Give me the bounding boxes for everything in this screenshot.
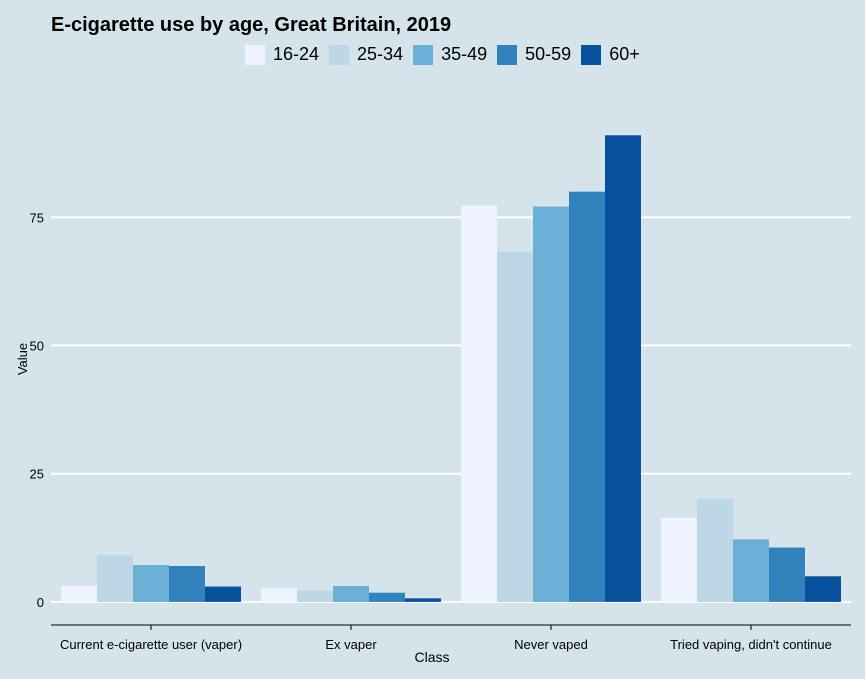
bar (205, 586, 241, 602)
bar (333, 586, 369, 602)
legend-label: 16-24 (273, 44, 320, 64)
bar (297, 590, 333, 602)
bar (97, 555, 133, 602)
bar (261, 588, 297, 602)
x-tick-label: Tried vaping, didn't continue (670, 637, 832, 652)
bar (569, 191, 605, 602)
y-tick-label: 75 (30, 210, 44, 225)
x-tick-label: Current e-cigarette user (vaper) (60, 637, 242, 652)
legend-item: 60+ (581, 44, 640, 65)
bar (697, 498, 733, 602)
legend-item: 50-59 (497, 44, 571, 65)
bar (805, 576, 841, 602)
legend-label: 25-34 (357, 44, 404, 64)
legend: 16-24 25-34 35-49 50-59 60+ (245, 44, 650, 65)
bar (605, 135, 641, 602)
legend-item: 25-34 (329, 44, 403, 65)
legend-swatch (245, 44, 265, 65)
chart-title: E-cigarette use by age, Great Britain, 2… (51, 14, 452, 36)
bar (369, 592, 405, 602)
bar (461, 205, 497, 602)
bar (733, 539, 769, 602)
legend-swatch (413, 44, 434, 65)
legend-label: 35-49 (441, 44, 488, 64)
bar (661, 517, 697, 602)
bar (169, 566, 205, 602)
bar (769, 547, 805, 602)
legend-swatch (581, 44, 602, 65)
bars (61, 135, 841, 602)
bar (61, 586, 97, 602)
y-axis-title: Value (15, 343, 30, 375)
x-tick-label: Ex vaper (325, 637, 377, 652)
legend-item: 35-49 (413, 44, 487, 65)
bar (405, 598, 441, 602)
legend-label: 60+ (609, 44, 640, 64)
x-tick-label: Never vaped (514, 637, 588, 652)
y-tick-label: 0 (37, 595, 44, 610)
y-tick-label: 25 (30, 467, 44, 482)
legend-swatch (329, 44, 350, 65)
x-axis-title: Class (414, 649, 449, 665)
bar (133, 565, 169, 602)
y-tick-label: 50 (30, 339, 44, 354)
legend-label: 50-59 (525, 44, 572, 64)
bar (533, 206, 569, 602)
axes: 0 25 50 75 Current e-cigarette user (vaper) E… (30, 210, 851, 652)
legend-swatch (497, 44, 518, 65)
gridlines (51, 216, 851, 603)
legend-item: 16-24 (245, 44, 319, 65)
bar (497, 251, 533, 602)
